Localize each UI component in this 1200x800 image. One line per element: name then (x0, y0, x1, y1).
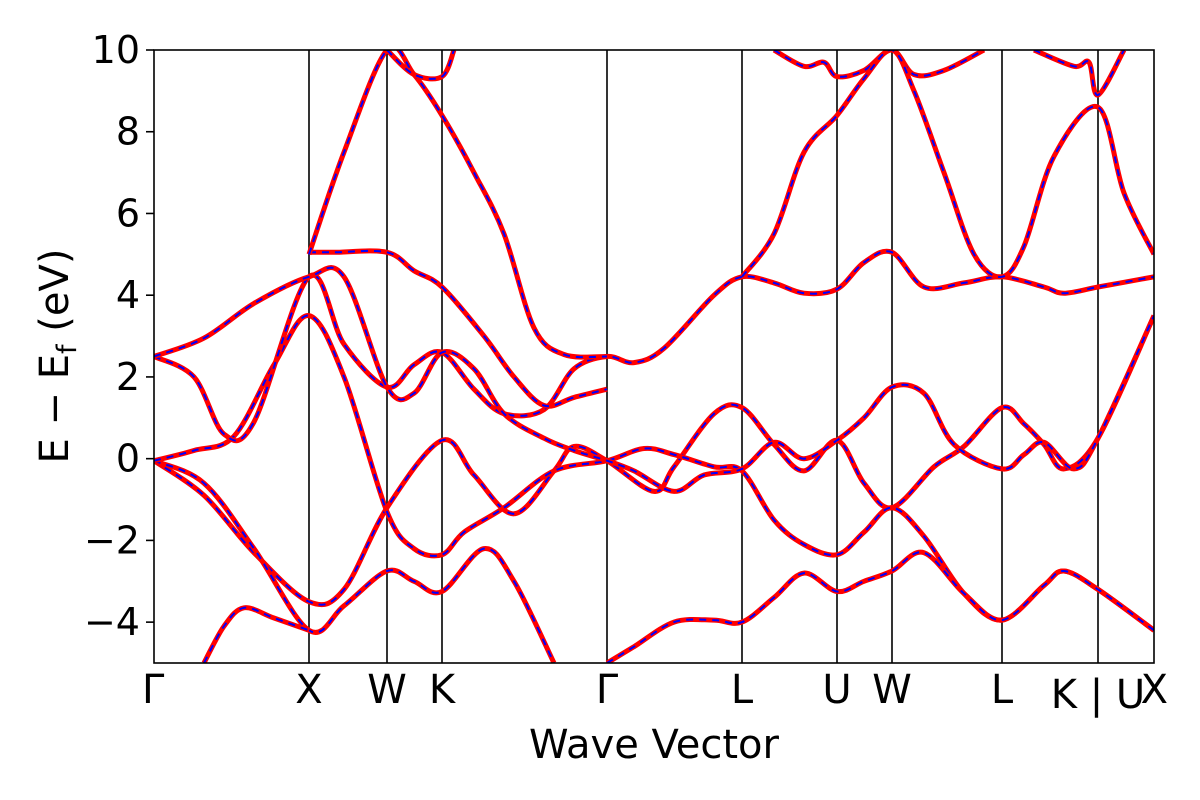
kpoint-label: W (367, 667, 407, 713)
band-line-blue-dashed (773, 50, 985, 78)
band-line-red (772, 50, 986, 80)
y-tick-label: 8 (116, 110, 140, 154)
band-line-red (154, 313, 1154, 633)
band-line-blue-dashed (154, 315, 1154, 606)
x-axis-label: Wave Vector (529, 722, 780, 768)
band-line-blue-dashed (154, 250, 1154, 442)
band-line-red (154, 314, 1154, 608)
kpoint-label: Γ (596, 667, 619, 713)
band-line-blue-dashed (154, 459, 555, 663)
kpoint-label: Γ (142, 667, 165, 713)
y-axis-ticks: −4 −2 0 2 4 6 8 10 (84, 28, 154, 644)
y-tick-label: 10 (92, 28, 140, 72)
y-tick-label: 4 (116, 273, 140, 317)
band-line-blue-dashed (741, 50, 1154, 278)
band-line-blue-dashed (154, 314, 1154, 632)
band-line-blue-dashed (1033, 50, 1125, 97)
y-axis-label-subscript: f (52, 343, 83, 354)
kpoint-label: K | U (1051, 672, 1145, 718)
y-tick-label: −4 (84, 600, 140, 644)
band-line-red (154, 265, 1154, 494)
band-line-red (605, 549, 1154, 663)
plot-frame (153, 49, 1155, 664)
band-line-blue-dashed (154, 266, 1154, 493)
kpoint-label: L (731, 667, 754, 713)
y-tick-label: 2 (116, 355, 140, 399)
high-symmetry-lines (308, 50, 1099, 663)
y-axis-label-unit: (eV) (32, 249, 78, 345)
y-tick-label: 0 (116, 437, 140, 481)
y-tick-label: −2 (84, 518, 140, 562)
kpoint-label: L (991, 667, 1014, 713)
band-line-blue-dashed (203, 606, 310, 663)
band-line-blue-dashed (606, 551, 1154, 663)
band-line-blue-dashed (308, 50, 608, 359)
y-axis-label-main: E − E (32, 354, 78, 464)
kpoint-label: U (822, 667, 851, 713)
y-tick-label: 6 (116, 191, 140, 235)
kpoint-label: X (295, 667, 322, 713)
kpoint-label: X (1141, 667, 1168, 713)
kpoint-label: W (872, 667, 912, 713)
band-line-blue-dashed (309, 249, 608, 408)
kpoint-label: K (429, 667, 457, 713)
band-line-blue-dashed (386, 50, 455, 80)
band-line-red (154, 458, 557, 663)
band-line-red (306, 50, 608, 360)
y-axis-label: E − Ef (eV) (32, 249, 83, 464)
band-lines (154, 50, 1154, 663)
